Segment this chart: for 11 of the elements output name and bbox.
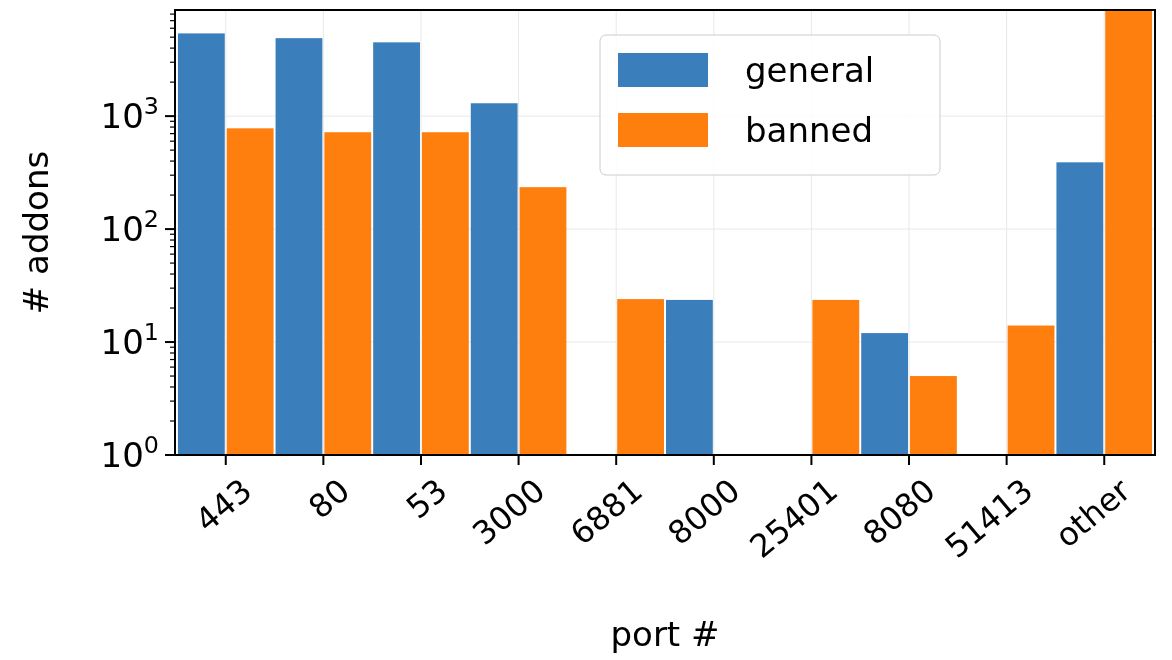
x-tick-label: 443 xyxy=(188,471,260,540)
legend-label: general xyxy=(745,50,875,90)
x-axis-title: port # xyxy=(610,614,720,654)
y-tick-label: 10$^{2}$ xyxy=(100,205,159,250)
legend-label: banned xyxy=(745,110,874,150)
y-axis-title: # addons xyxy=(16,150,56,315)
y-tick-label: 10$^{0}$ xyxy=(100,431,159,475)
x-tick-label: 80 xyxy=(301,471,357,527)
y-tick-label: 10$^{3}$ xyxy=(100,92,159,137)
y-tick-label: 10$^{1}$ xyxy=(100,318,159,363)
x-tick-label: 53 xyxy=(398,471,455,527)
